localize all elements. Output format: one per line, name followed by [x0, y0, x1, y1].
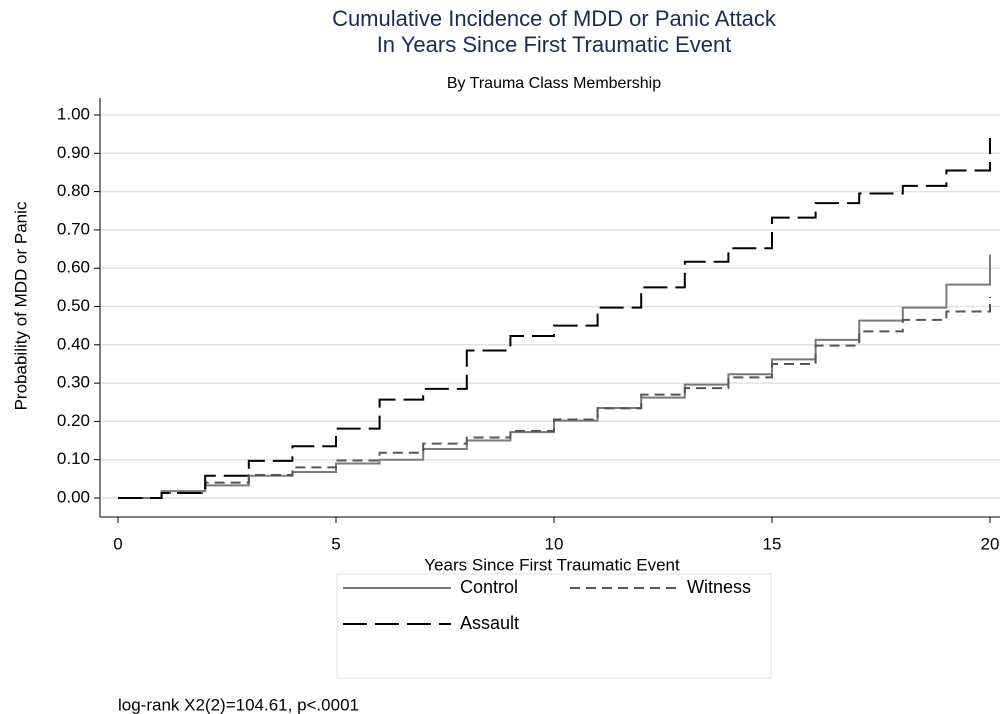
y-tick-label: 0.40 [57, 334, 90, 353]
x-tick-label: 5 [331, 534, 340, 553]
chart-subtitle: By Trauma Class Membership [447, 75, 661, 92]
y-tick-label: 0.30 [57, 373, 90, 392]
x-tick-label: 15 [763, 534, 782, 553]
x-tick-label: 10 [545, 534, 564, 553]
legend-label: Assault [460, 613, 519, 633]
y-axis-label: Probability of MDD or Panic [11, 201, 30, 410]
legend-box [336, 573, 772, 679]
y-tick-label: 0.80 [57, 181, 90, 200]
x-tick-label: 20 [981, 534, 1000, 553]
chart-title: In Years Since First Traumatic Event [377, 32, 732, 57]
y-tick-label: 0.10 [57, 449, 90, 468]
step-line [118, 137, 991, 499]
x-axis-label: Years Since First Traumatic Event [424, 555, 680, 574]
step-line [118, 296, 991, 499]
y-tick-label: 0.90 [57, 143, 90, 162]
chart-title: Cumulative Incidence of MDD or Panic Att… [332, 6, 777, 31]
y-tick-label: 0.70 [57, 219, 90, 238]
y-tick-label: 0.00 [57, 487, 90, 506]
y-tick-label: 1.00 [57, 104, 90, 123]
x-tick-label: 0 [113, 534, 122, 553]
y-tick-label: 0.60 [57, 258, 90, 277]
footnote: log-rank X2(2)=104.61, p<.0001 [118, 695, 359, 714]
legend-label: Control [460, 577, 518, 597]
legend-label: Witness [687, 577, 751, 597]
y-tick-label: 0.50 [57, 296, 90, 315]
y-tick-label: 0.20 [57, 411, 90, 430]
